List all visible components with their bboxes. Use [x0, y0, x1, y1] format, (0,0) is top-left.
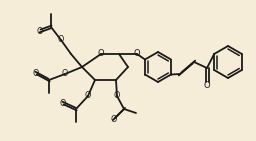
Text: O: O — [98, 49, 104, 59]
Text: O: O — [114, 92, 120, 101]
Text: O: O — [60, 99, 66, 107]
Text: O: O — [204, 81, 210, 91]
Text: O: O — [62, 70, 68, 79]
Text: O: O — [33, 69, 39, 78]
Text: O: O — [37, 27, 43, 36]
Text: O: O — [58, 36, 64, 45]
Text: O: O — [134, 49, 140, 59]
Text: O: O — [85, 92, 91, 101]
Text: O: O — [111, 114, 117, 124]
